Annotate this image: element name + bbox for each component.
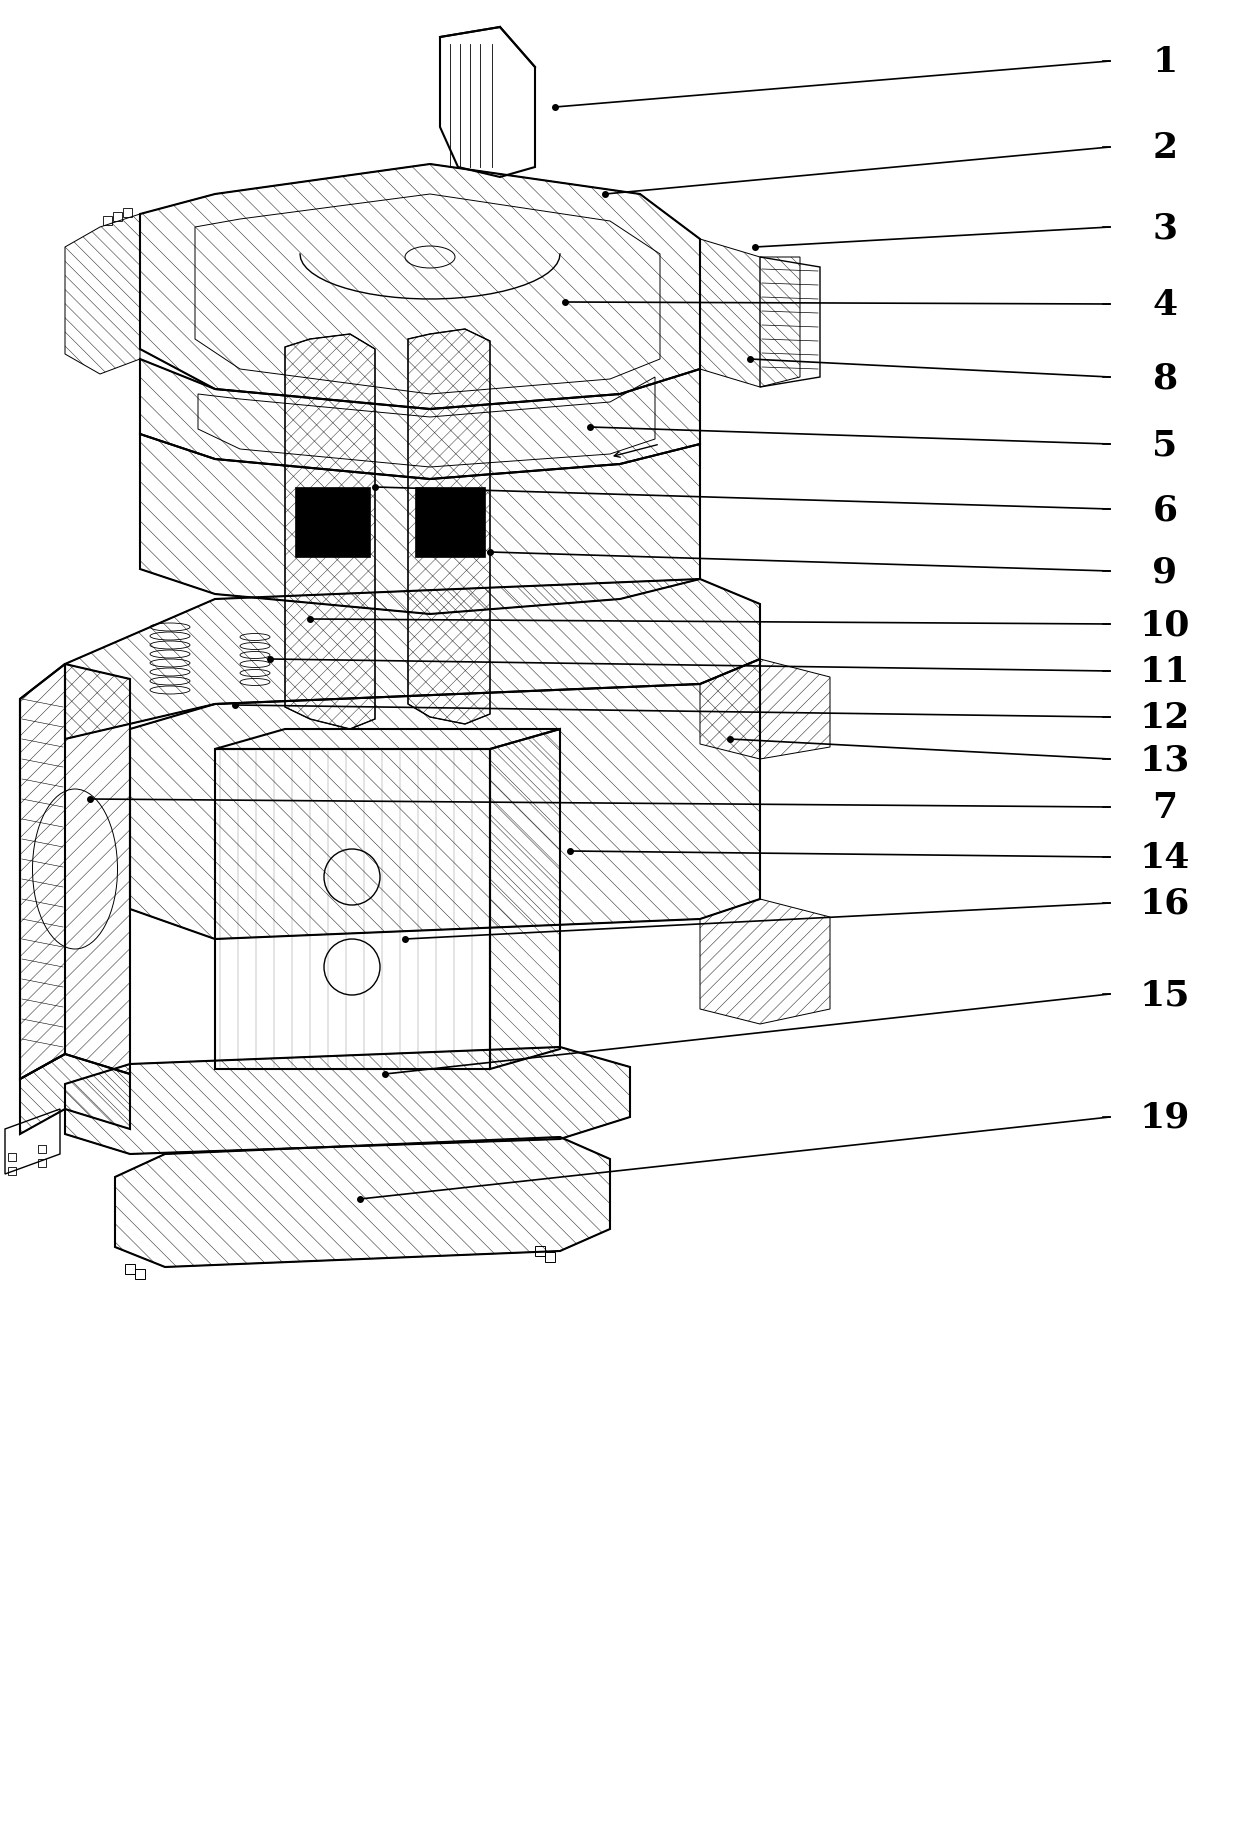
Bar bbox=[125, 1265, 135, 1274]
Text: 14: 14 bbox=[1140, 840, 1190, 875]
Text: 16: 16 bbox=[1140, 886, 1190, 920]
Bar bbox=[7, 1153, 16, 1162]
Text: 9: 9 bbox=[1152, 554, 1178, 589]
Bar bbox=[113, 212, 122, 221]
Bar bbox=[415, 489, 485, 558]
Bar bbox=[38, 1160, 46, 1168]
Bar bbox=[38, 1146, 46, 1153]
Text: 2: 2 bbox=[1152, 132, 1178, 165]
Text: 5: 5 bbox=[1152, 428, 1178, 461]
Text: 8: 8 bbox=[1152, 361, 1178, 395]
Text: 10: 10 bbox=[1140, 608, 1190, 642]
Bar bbox=[135, 1270, 145, 1279]
Bar bbox=[7, 1168, 16, 1175]
Bar bbox=[534, 1246, 546, 1257]
Text: 7: 7 bbox=[1152, 791, 1178, 825]
Bar bbox=[295, 489, 370, 558]
Text: 15: 15 bbox=[1140, 977, 1190, 1012]
Text: 11: 11 bbox=[1140, 655, 1190, 688]
Text: 13: 13 bbox=[1140, 743, 1190, 776]
Text: 6: 6 bbox=[1152, 492, 1178, 527]
Text: 3: 3 bbox=[1152, 210, 1178, 245]
Text: 4: 4 bbox=[1152, 287, 1178, 322]
Text: 12: 12 bbox=[1140, 701, 1190, 734]
Bar bbox=[546, 1252, 556, 1263]
Bar bbox=[123, 209, 131, 218]
Text: 19: 19 bbox=[1140, 1100, 1190, 1135]
Bar bbox=[103, 218, 112, 225]
Text: 1: 1 bbox=[1152, 46, 1178, 79]
